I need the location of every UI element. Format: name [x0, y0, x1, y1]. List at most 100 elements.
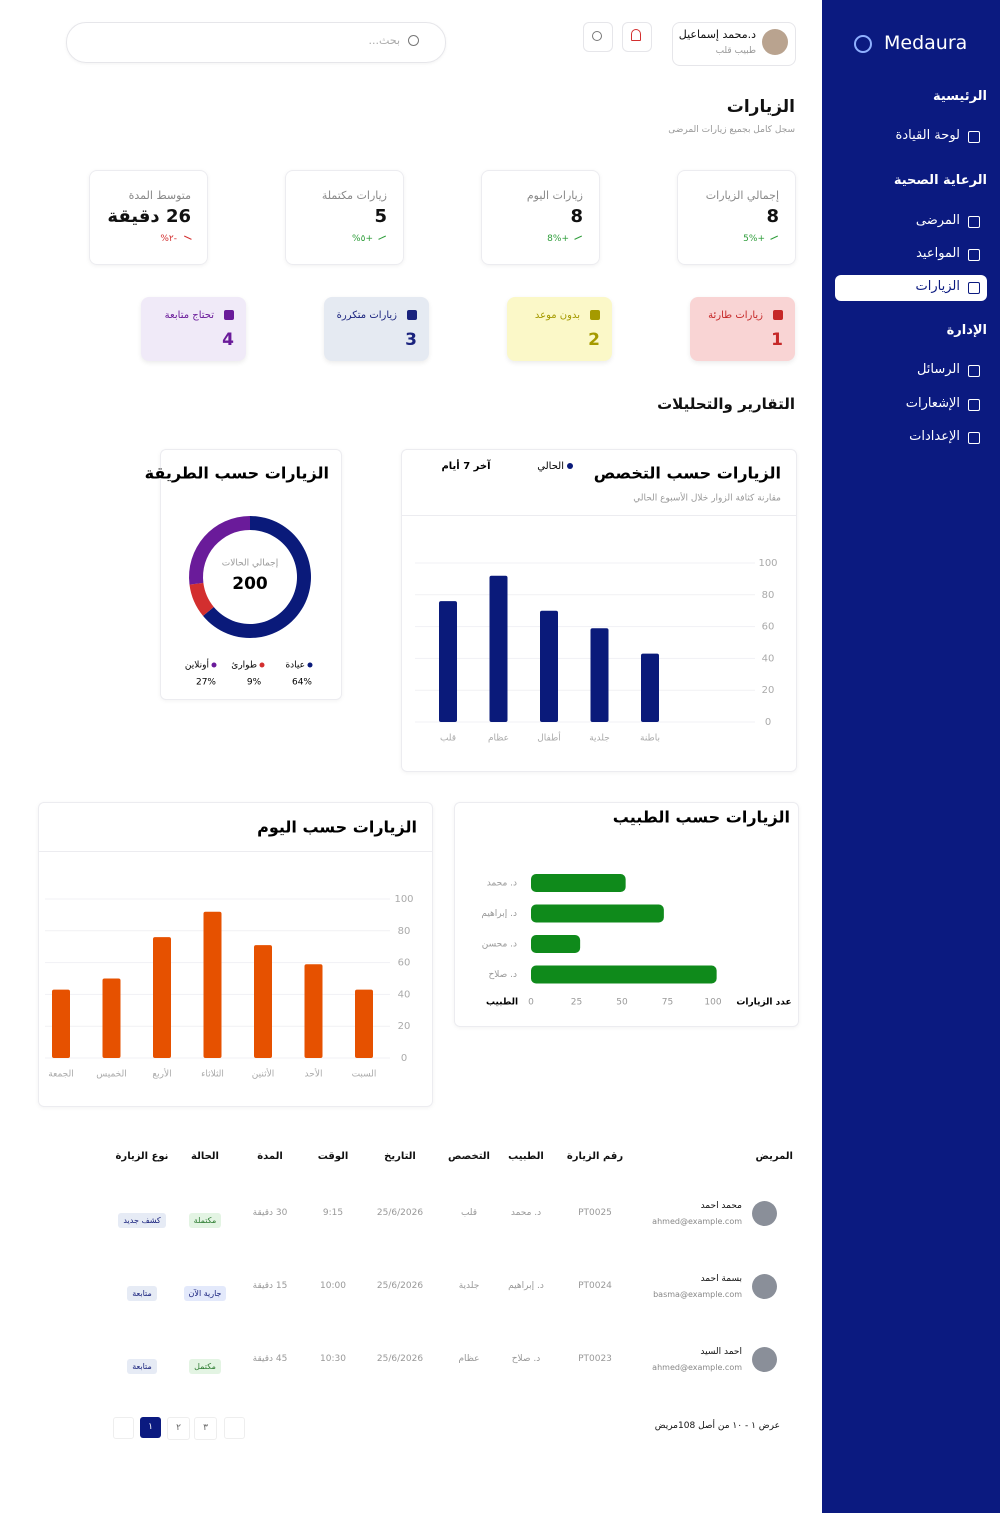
chart-card [401, 449, 797, 772]
cell: 10:00 [320, 1281, 346, 1291]
nav-active-pill [835, 275, 987, 301]
nav-item[interactable]: الإعدادات [909, 429, 960, 444]
status-card[interactable]: بدون موعد 2 [507, 297, 612, 361]
cell: مكتملة [155, 1208, 255, 1228]
page-next[interactable] [113, 1417, 134, 1439]
card-header-divider [38, 851, 433, 852]
nav-item[interactable]: الرسائل [916, 362, 960, 377]
search-box[interactable] [66, 22, 446, 63]
cell: متابعة [92, 1354, 192, 1374]
cell: كشف جديد [92, 1208, 192, 1228]
status-label: بدون موعد [534, 310, 580, 321]
stat-value: 26 دقيقة [107, 206, 191, 227]
nav-section-title: الإدارة [946, 323, 987, 338]
nav-icon [968, 249, 980, 261]
nav-item[interactable]: المرضى [915, 213, 960, 228]
status-value: 3 [405, 330, 417, 350]
cell: 30 دقيقة [252, 1208, 288, 1218]
stat-card: زيارات مكتملة 5 +٥% [285, 170, 404, 265]
type-badge: كشف جديد [118, 1213, 166, 1228]
nav-item[interactable]: الزيارات [915, 279, 960, 294]
status-card[interactable]: تحتاج متابعة 4 [141, 297, 246, 361]
cell: 9:15 [322, 1208, 344, 1218]
status-label: تحتاج متابعة [164, 310, 214, 321]
cell: 25/6/2026 [376, 1208, 424, 1218]
patient-email: basma@example.com [653, 1290, 742, 1299]
stat-card: إجمالي الزيارات 8 +5% [677, 170, 796, 265]
stat-change: -٢% [160, 234, 177, 244]
avatar [762, 29, 788, 55]
page-button[interactable]: ٢ [167, 1417, 190, 1440]
nav-icon [968, 365, 980, 377]
patient-name: بسمة احمد [700, 1274, 742, 1284]
trend-icon [182, 235, 192, 244]
cell: عظام [458, 1354, 480, 1364]
type-badge: متابعة [127, 1286, 157, 1301]
page-button[interactable]: ٣ [194, 1417, 217, 1440]
nav-item[interactable]: المواعيد [916, 246, 960, 261]
search-icon [408, 35, 419, 46]
stat-label: زيارات مكتملة [321, 189, 387, 202]
page-button[interactable]: ١ [140, 1417, 161, 1438]
column-header: الحالة [191, 1151, 219, 1162]
brand-icon [854, 35, 872, 53]
status-icon [407, 310, 417, 320]
status-badge: مكتملة [188, 1213, 222, 1228]
nav-item[interactable]: الإشعارات [905, 396, 960, 411]
cell: PT0024 [578, 1281, 612, 1291]
column-header: رقم الزيارة [566, 1151, 624, 1162]
cell: PT0023 [578, 1354, 612, 1364]
user-card[interactable] [672, 22, 796, 66]
stat-change: +5% [743, 234, 765, 244]
status-label: زيارات طارئة [708, 310, 763, 321]
theme-button[interactable] [583, 22, 613, 52]
cell: PT0025 [578, 1208, 612, 1218]
cell: 25/6/2026 [376, 1354, 424, 1364]
status-value: 2 [588, 330, 600, 350]
status-icon [773, 310, 783, 320]
stat-label: زيارات اليوم [526, 189, 583, 202]
status-value: 4 [222, 330, 234, 350]
stat-label: إجمالي الزيارات [705, 189, 779, 202]
trend-icon [770, 235, 780, 244]
stat-value: 5 [374, 206, 387, 227]
cell: د. صلاح [511, 1354, 541, 1364]
avatar [752, 1274, 777, 1299]
stat-card: زيارات اليوم 8 +8% [481, 170, 600, 265]
stat-value: 8 [570, 206, 583, 227]
nav-icon [968, 432, 980, 444]
user-name: د.محمد إسماعيل [678, 28, 756, 41]
stat-card: متوسط المدة 26 دقيقة -٢% [89, 170, 208, 265]
nav-icon [968, 216, 980, 228]
status-badge: مكتمل [189, 1359, 221, 1374]
cell: جلدية [458, 1281, 480, 1291]
cell: مكتمل [155, 1354, 255, 1374]
page-title: الزيارات [726, 97, 795, 117]
cell: 45 دقيقة [252, 1354, 288, 1364]
column-header: نوع الزيارة [115, 1151, 169, 1162]
status-card[interactable]: زيارات طارئة 1 [690, 297, 795, 361]
column-header: الوقت [317, 1151, 349, 1162]
patient-email: ahmed@example.com [652, 1217, 742, 1226]
avatar [752, 1201, 777, 1226]
notification-button[interactable] [622, 22, 652, 52]
cell: د. محمد [510, 1208, 542, 1218]
card-header-divider [401, 515, 797, 516]
page-subtitle: سجل كامل بجميع زيارات المرضى [668, 125, 795, 135]
chart-card [38, 802, 433, 1107]
nav-item[interactable]: لوحة القيادة [895, 128, 960, 143]
cell: جارية الآن [155, 1281, 255, 1301]
cell: متابعة [92, 1281, 192, 1301]
sidebar [822, 0, 1000, 1513]
chart-card [454, 802, 799, 1027]
status-value: 1 [771, 330, 783, 350]
bell-icon [631, 29, 641, 41]
page-prev[interactable] [224, 1417, 245, 1439]
status-badge: جارية الآن [183, 1286, 227, 1301]
column-header: الطبيب [508, 1151, 544, 1162]
nav-icon [968, 399, 980, 411]
column-header: التاريخ [384, 1151, 416, 1162]
status-card[interactable]: زيارات متكررة 3 [324, 297, 429, 361]
stat-label: متوسط المدة [128, 189, 191, 202]
